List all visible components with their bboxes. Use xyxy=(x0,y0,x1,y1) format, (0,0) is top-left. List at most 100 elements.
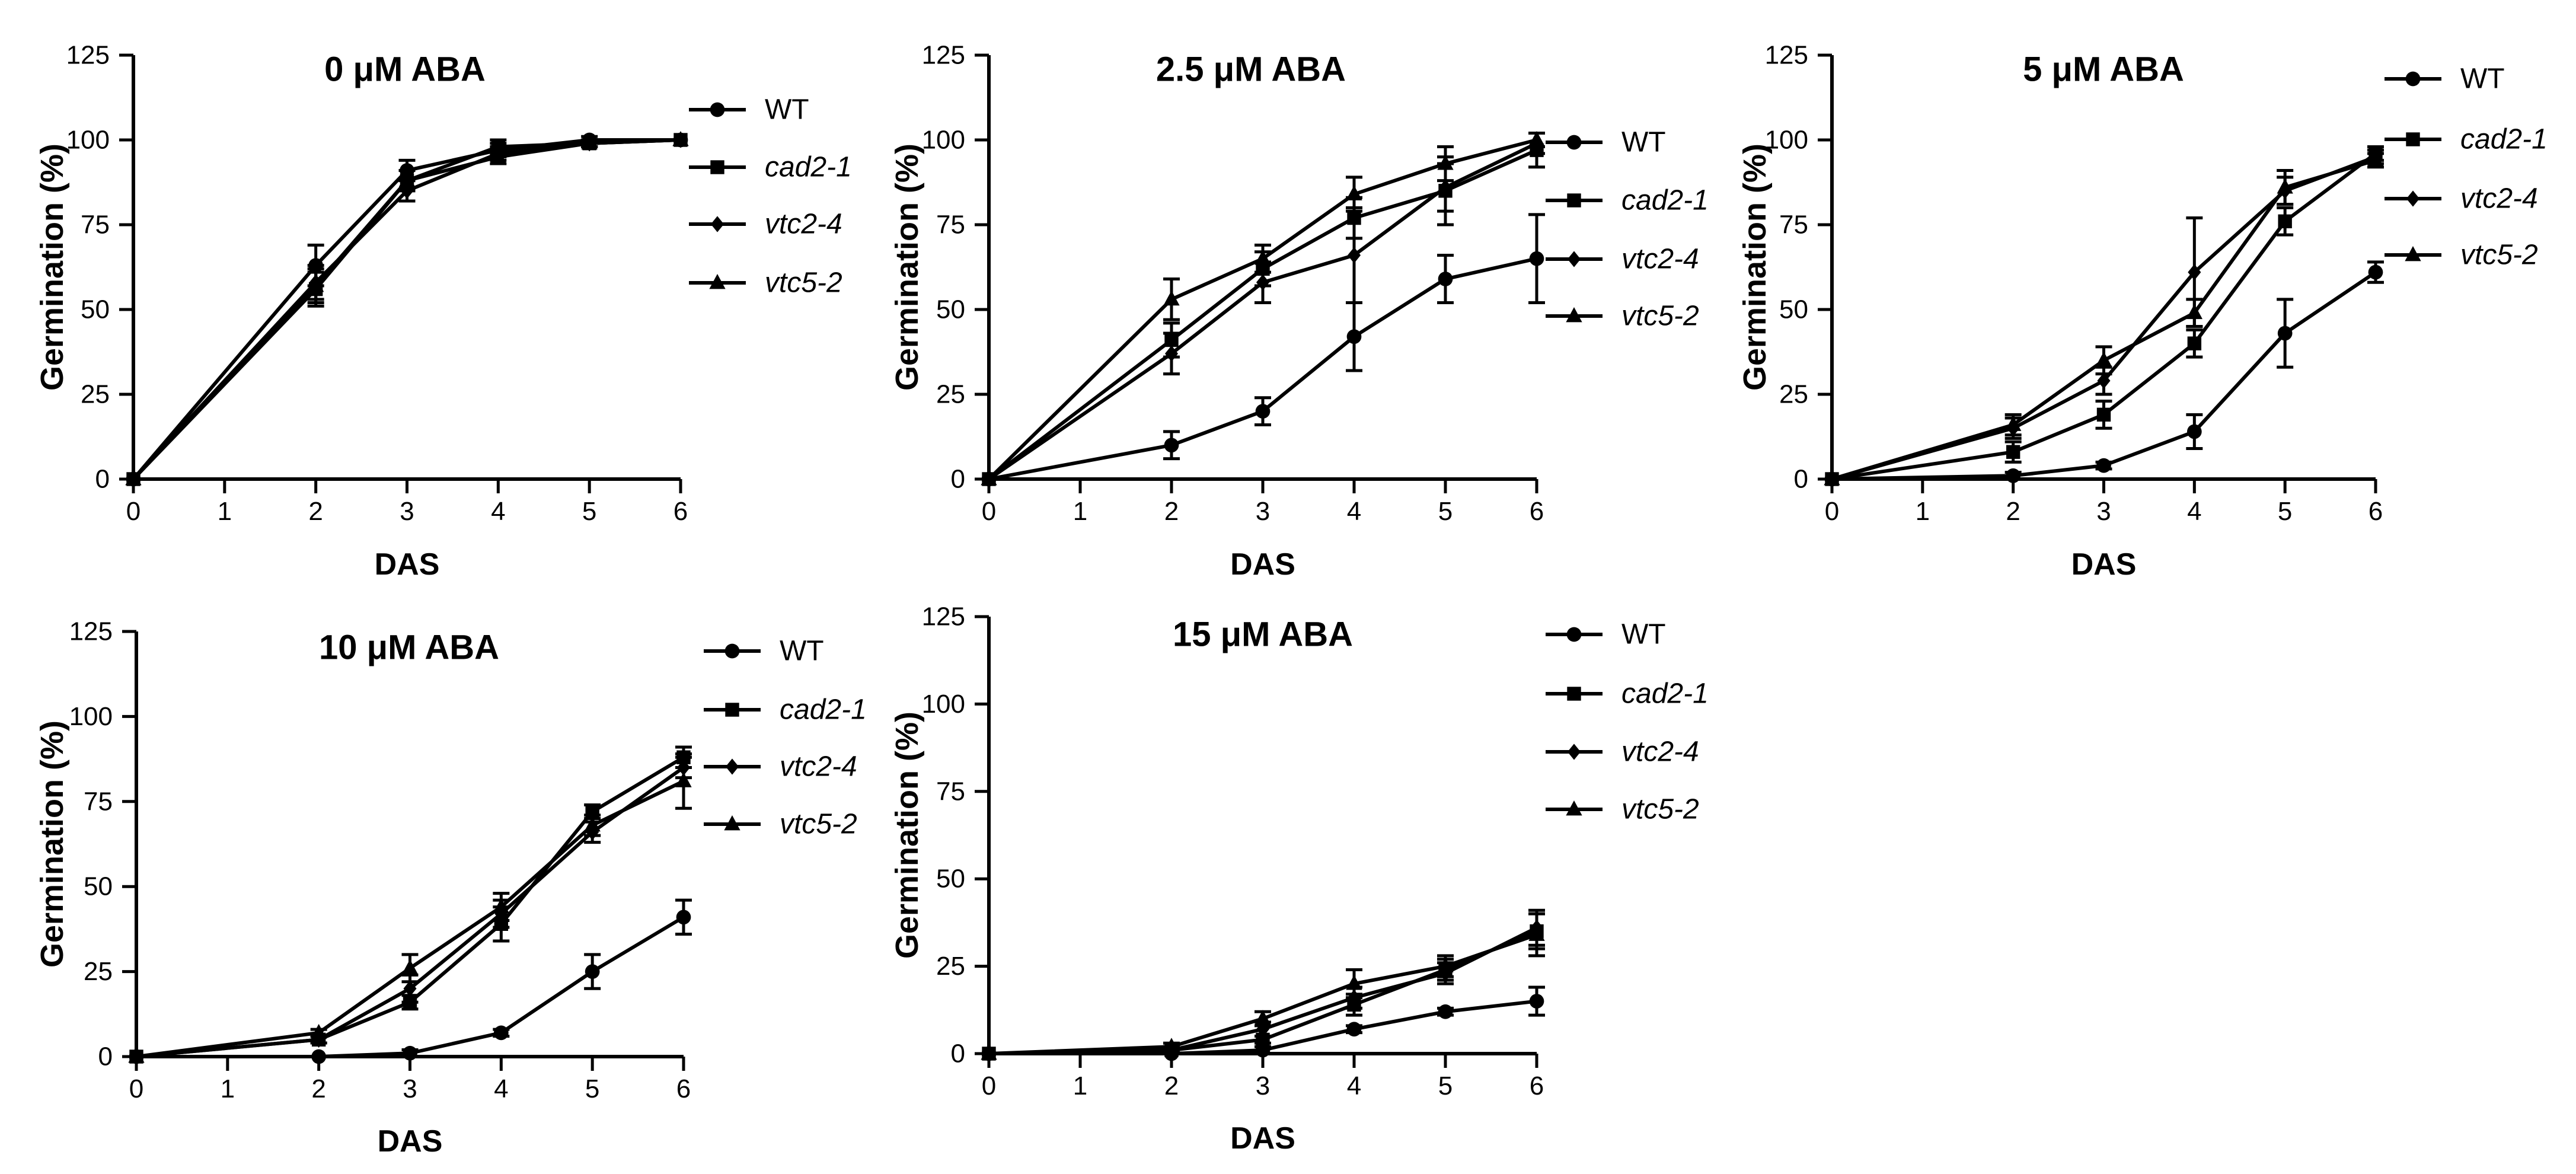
legend-item-WT: WT xyxy=(1546,127,1666,158)
data-point xyxy=(1438,179,1453,196)
data-point xyxy=(1347,247,1361,264)
y-tick-label: 50 xyxy=(81,295,110,324)
x-tick-label: 6 xyxy=(2368,497,2383,526)
chart-panel-2: 2.5 μM ABA 0 25 50 75 100 125 0 1 2 3 4 5 6 Germinatio… xyxy=(889,41,1709,582)
legend-label: cad2-1 xyxy=(780,694,867,726)
legend-marker xyxy=(1567,193,1581,208)
y-axis-label: Germination (%) xyxy=(889,143,925,391)
series-cad2-1 xyxy=(982,912,1545,1061)
chart-title: 10 μM ABA xyxy=(319,629,499,667)
data-point xyxy=(1528,131,1545,146)
legend-label: cad2-1 xyxy=(1621,185,1709,216)
y-tick-label: 125 xyxy=(922,602,965,631)
data-point xyxy=(1346,1022,1362,1037)
data-point xyxy=(2005,416,2022,431)
chart-panel-3: 5 μM ABA 0 25 50 75 100 125 0 1 2 3 4 5 6 Germination … xyxy=(1737,41,2548,582)
data-point xyxy=(493,1025,509,1041)
legend-label: vtc2-4 xyxy=(780,751,857,783)
x-tick-label: 4 xyxy=(2187,497,2201,526)
legend-label: vtc2-4 xyxy=(2460,183,2538,215)
data-point xyxy=(401,959,419,975)
data-point xyxy=(1438,1004,1453,1019)
legend-item-vtc5-2: vtc5-2 xyxy=(689,267,842,299)
data-point xyxy=(2277,178,2293,194)
legend-item-vtc5-2: vtc5-2 xyxy=(704,809,857,840)
data-point xyxy=(2187,336,2202,350)
series-cad2-1 xyxy=(129,745,692,1064)
x-tick-label: 1 xyxy=(1916,497,1930,526)
legend-label: WT xyxy=(780,636,824,667)
legend-marker xyxy=(724,643,740,659)
legend: WT cad2-1 vtc2-4 vtc5-2 xyxy=(704,636,867,840)
legend-label: vtc5-2 xyxy=(765,267,842,299)
data-point xyxy=(2186,304,2202,320)
legend-item-vtc5-2: vtc5-2 xyxy=(1546,794,1699,825)
x-tick-label: 5 xyxy=(2278,497,2292,526)
series-line xyxy=(132,138,681,481)
y-tick-label: 50 xyxy=(1779,295,1808,324)
data-point xyxy=(403,980,417,997)
y-tick-label: 25 xyxy=(1779,380,1808,409)
series-line xyxy=(988,148,1538,481)
y-tick-label: 0 xyxy=(951,465,965,494)
series-line xyxy=(988,926,1538,1055)
series-line xyxy=(136,915,685,1058)
legend-item-vtc2-4: vtc2-4 xyxy=(689,209,842,240)
chart-title: 15 μM ABA xyxy=(1173,615,1353,654)
chart-panel-4: 10 μM ABA 0 25 50 75 100 125 0 1 2 3 4 5 6 Germination… xyxy=(34,617,867,1159)
x-tick-label: 1 xyxy=(218,497,232,526)
legend-label: cad2-1 xyxy=(2460,124,2548,155)
series-line xyxy=(1831,158,2376,481)
series-vtc2-4 xyxy=(129,755,692,1065)
legend-label: cad2-1 xyxy=(765,152,852,183)
x-tick-label: 1 xyxy=(1073,1071,1087,1100)
legend-item-vtc2-4: vtc2-4 xyxy=(704,751,857,783)
y-tick-label: 100 xyxy=(1765,126,1808,155)
data-point xyxy=(493,898,509,914)
y-tick-label: 50 xyxy=(936,864,965,894)
y-tick-label: 75 xyxy=(1779,210,1808,240)
series-line xyxy=(136,755,685,1058)
data-point xyxy=(675,772,692,787)
chart-title: 5 μM ABA xyxy=(2023,50,2184,89)
legend-label: vtc2-4 xyxy=(1621,244,1699,275)
legend-label: cad2-1 xyxy=(1621,678,1709,710)
x-tick-label: 5 xyxy=(582,497,596,526)
data-point xyxy=(2368,264,2383,280)
x-tick-label: 3 xyxy=(400,497,414,526)
data-point xyxy=(676,910,691,925)
series-line xyxy=(988,257,1537,481)
legend-marker xyxy=(725,703,739,717)
series-vtc5-2 xyxy=(981,131,1545,486)
x-tick-label: 6 xyxy=(676,1074,691,1103)
data-point xyxy=(311,1049,327,1064)
y-axis-label: Germination (%) xyxy=(889,712,925,959)
data-point xyxy=(2096,407,2111,422)
data-point xyxy=(1824,470,1840,486)
legend-marker xyxy=(1566,307,1582,323)
data-point xyxy=(1346,329,1362,344)
data-point xyxy=(581,134,598,150)
x-axis-label: DAS xyxy=(1230,547,1295,582)
y-tick-label: 0 xyxy=(98,1042,113,1071)
legend-label: vtc2-4 xyxy=(1621,736,1699,768)
data-point xyxy=(1437,155,1454,170)
x-tick-label: 6 xyxy=(673,497,688,526)
x-axis-label: DAS xyxy=(375,547,440,582)
data-point xyxy=(1346,975,1362,990)
legend-item-vtc2-4: vtc2-4 xyxy=(2385,183,2538,215)
chart-title: 2.5 μM ABA xyxy=(1156,50,1346,89)
x-tick-label: 6 xyxy=(1530,1071,1544,1100)
x-tick-label: 4 xyxy=(491,497,505,526)
x-tick-label: 1 xyxy=(1073,497,1087,526)
data-point xyxy=(1255,1010,1271,1025)
x-tick-label: 4 xyxy=(494,1074,508,1103)
x-tick-label: 2 xyxy=(311,1074,325,1103)
x-tick-label: 0 xyxy=(1825,497,1839,526)
data-point xyxy=(2188,264,2201,280)
legend-item-WT: WT xyxy=(704,636,824,667)
series-cad2-1 xyxy=(982,132,1545,486)
legend: WT cad2-1 vtc2-4 vtc5-2 xyxy=(689,94,852,299)
